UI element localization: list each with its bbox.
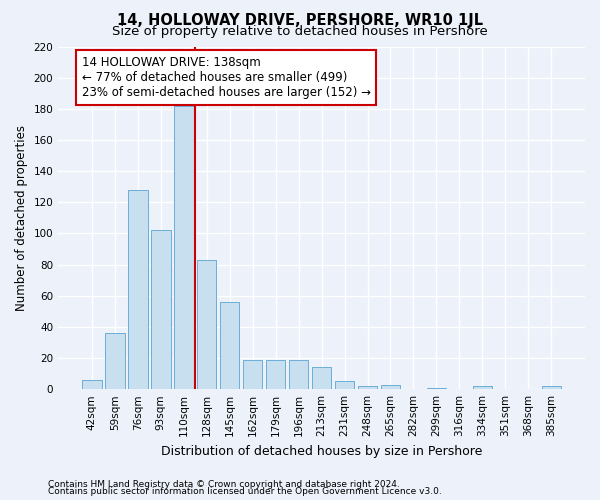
Text: 14 HOLLOWAY DRIVE: 138sqm
← 77% of detached houses are smaller (499)
23% of semi: 14 HOLLOWAY DRIVE: 138sqm ← 77% of detac… xyxy=(82,56,371,99)
Bar xyxy=(427,388,446,389)
Bar xyxy=(151,230,170,389)
Text: Contains HM Land Registry data © Crown copyright and database right 2024.: Contains HM Land Registry data © Crown c… xyxy=(48,480,400,489)
Text: Size of property relative to detached houses in Pershore: Size of property relative to detached ho… xyxy=(112,25,488,38)
Bar xyxy=(266,360,286,389)
Bar xyxy=(335,382,355,389)
Bar xyxy=(174,106,194,389)
Bar xyxy=(243,360,262,389)
Bar xyxy=(82,380,101,389)
Text: 14, HOLLOWAY DRIVE, PERSHORE, WR10 1JL: 14, HOLLOWAY DRIVE, PERSHORE, WR10 1JL xyxy=(117,12,483,28)
Bar xyxy=(312,368,331,389)
Bar xyxy=(381,384,400,389)
Bar xyxy=(105,333,125,389)
Bar xyxy=(542,386,561,389)
Text: Contains public sector information licensed under the Open Government Licence v3: Contains public sector information licen… xyxy=(48,488,442,496)
Bar xyxy=(220,302,239,389)
X-axis label: Distribution of detached houses by size in Pershore: Distribution of detached houses by size … xyxy=(161,444,482,458)
Bar xyxy=(289,360,308,389)
Bar xyxy=(197,260,217,389)
Bar xyxy=(128,190,148,389)
Bar xyxy=(358,386,377,389)
Bar xyxy=(473,386,492,389)
Y-axis label: Number of detached properties: Number of detached properties xyxy=(15,125,28,311)
